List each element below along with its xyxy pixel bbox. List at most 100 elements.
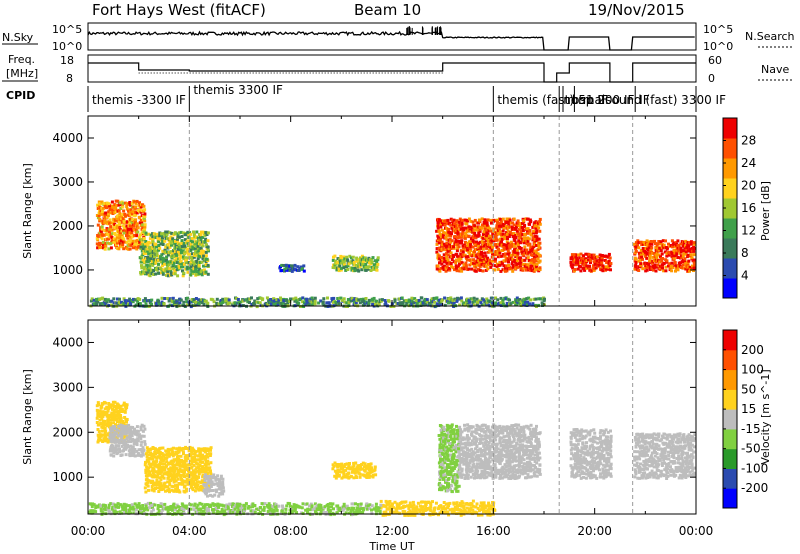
scatter-cell bbox=[98, 217, 102, 221]
scatter-cell bbox=[121, 240, 125, 244]
scatter-cell bbox=[96, 216, 100, 220]
scatter-cell bbox=[171, 296, 175, 300]
scatter-cell bbox=[506, 229, 510, 233]
scatter-cell bbox=[120, 435, 124, 439]
scatter-cell bbox=[187, 239, 191, 243]
scatter-cell bbox=[132, 442, 136, 446]
scatter-cell bbox=[688, 269, 691, 273]
scatter-cell bbox=[160, 253, 164, 257]
scatter-cell bbox=[133, 454, 137, 458]
scatter-cell bbox=[143, 223, 147, 227]
scatter-cell bbox=[459, 508, 463, 512]
scatter-cell bbox=[100, 225, 104, 229]
scatter-cell bbox=[142, 434, 146, 438]
scatter-cell bbox=[371, 302, 375, 306]
scatter-cell bbox=[473, 224, 477, 228]
scatter-cell bbox=[161, 240, 165, 244]
scatter-cell bbox=[331, 266, 335, 269]
scatter-cell bbox=[449, 473, 453, 477]
scatter-cell bbox=[477, 244, 481, 248]
scatter-cell bbox=[189, 484, 193, 488]
scatter-cell bbox=[175, 463, 179, 467]
scatter-cell bbox=[136, 230, 140, 234]
scatter-cell bbox=[528, 302, 531, 306]
scatter-cell bbox=[608, 264, 612, 268]
scatter-cell bbox=[162, 476, 166, 480]
scatter-cell bbox=[421, 510, 425, 514]
scatter-cell bbox=[194, 302, 198, 306]
scatter-cell bbox=[458, 303, 462, 307]
scatter-cell bbox=[525, 297, 529, 301]
scatter-cell bbox=[438, 481, 442, 485]
scatter-cell bbox=[398, 506, 402, 510]
scatter-cell bbox=[459, 296, 463, 300]
scatter-cell bbox=[140, 440, 144, 444]
scatter-cell bbox=[128, 201, 132, 204]
scatter-cell bbox=[339, 470, 343, 474]
scatter-cell bbox=[523, 233, 527, 236]
scatter-cell bbox=[366, 258, 369, 262]
scatter-cell bbox=[199, 252, 203, 255]
scatter-cell bbox=[407, 300, 411, 304]
scatter-cell bbox=[465, 301, 468, 305]
scatter-cell bbox=[125, 229, 129, 233]
scatter-cell bbox=[117, 441, 121, 445]
scatter-cell bbox=[519, 264, 523, 268]
scatter-cell bbox=[524, 268, 528, 272]
scatter-cell bbox=[118, 432, 122, 436]
scatter-cell bbox=[209, 485, 213, 488]
scatter-cell bbox=[439, 469, 443, 473]
scatter-cell bbox=[338, 264, 342, 268]
scatter-cell bbox=[206, 263, 210, 267]
scatter-cell bbox=[449, 296, 453, 300]
scatter-cell bbox=[681, 254, 685, 258]
scatter-cell bbox=[164, 259, 168, 263]
scatter-cell bbox=[519, 229, 523, 233]
scatter-cell bbox=[125, 207, 129, 211]
scatter-cell bbox=[683, 249, 687, 253]
scatter-cell bbox=[118, 420, 121, 424]
scatter-cell bbox=[119, 404, 123, 408]
scatter-cell bbox=[221, 477, 225, 481]
scatter-cell bbox=[603, 254, 607, 258]
scatter-cell bbox=[482, 259, 486, 263]
scatter-cell bbox=[104, 429, 108, 433]
scatter-cell bbox=[676, 249, 680, 253]
scatter-cell bbox=[384, 303, 388, 306]
scatter-cell bbox=[440, 430, 444, 434]
scatter-cell bbox=[95, 302, 99, 306]
scatter-cell bbox=[190, 268, 194, 272]
scatter-cell bbox=[185, 258, 188, 262]
scatter-cell bbox=[438, 301, 442, 305]
scatter-cell bbox=[147, 460, 151, 464]
scatter-cell bbox=[470, 267, 474, 271]
scatter-cell bbox=[492, 297, 496, 301]
scatter-cell bbox=[179, 251, 183, 254]
scatter-cell bbox=[110, 200, 114, 204]
scatter-cell bbox=[446, 431, 450, 435]
scatter-cell bbox=[139, 437, 143, 441]
scatter-cell bbox=[674, 269, 677, 273]
scatter-cell bbox=[362, 298, 366, 302]
scatter-cell bbox=[166, 246, 170, 250]
scatter-cell bbox=[181, 450, 185, 454]
scatter-cell bbox=[444, 447, 448, 451]
scatter-cell bbox=[173, 489, 177, 493]
scatter-cell bbox=[458, 297, 462, 301]
scatter-cell bbox=[486, 267, 490, 271]
scatter-cell bbox=[97, 430, 101, 433]
scatter-cell bbox=[474, 269, 478, 273]
scatter-cell bbox=[443, 440, 447, 444]
scatter-cell bbox=[476, 513, 480, 517]
scatter-cell bbox=[114, 207, 118, 210]
scatter-cell bbox=[480, 513, 484, 517]
scatter-cell bbox=[108, 218, 112, 222]
scatter-cell bbox=[189, 232, 193, 236]
scatter-cell bbox=[584, 252, 588, 256]
scatter-cell bbox=[422, 303, 426, 307]
scatter-cell bbox=[462, 462, 466, 466]
scatter-cell bbox=[184, 246, 188, 250]
scatter-cell bbox=[640, 243, 644, 247]
scatter-cell bbox=[445, 238, 449, 242]
scatter-cell bbox=[165, 257, 168, 261]
